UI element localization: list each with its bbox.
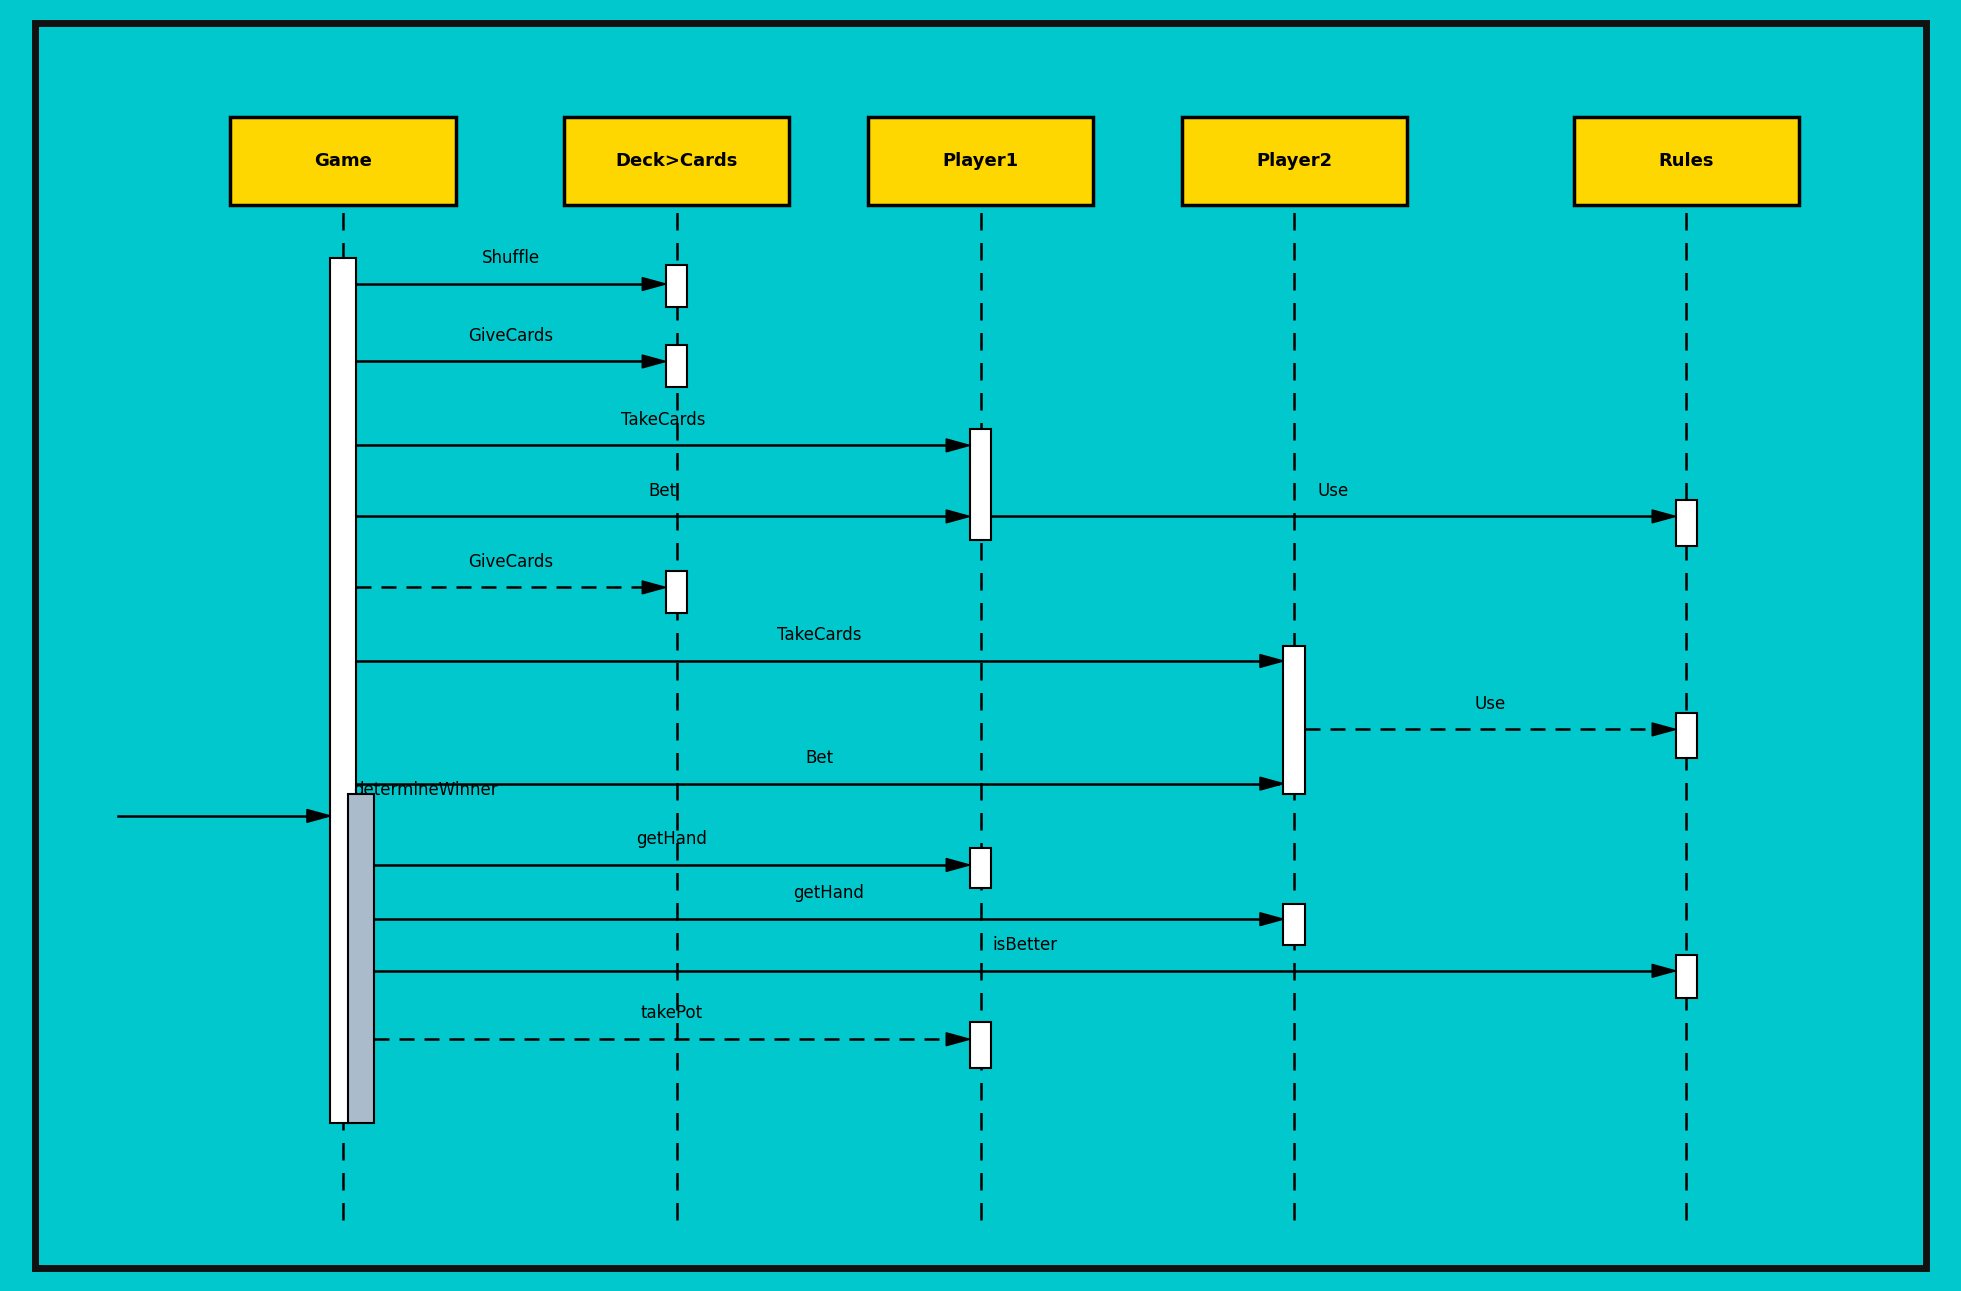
Text: Bet: Bet xyxy=(806,749,833,767)
Text: Player2: Player2 xyxy=(1257,152,1332,170)
Polygon shape xyxy=(643,581,665,594)
Text: takePot: takePot xyxy=(641,1004,702,1022)
Text: Deck>Cards: Deck>Cards xyxy=(616,152,737,170)
Polygon shape xyxy=(643,355,665,368)
Bar xyxy=(1675,713,1698,758)
Text: getHand: getHand xyxy=(792,884,865,902)
Bar xyxy=(1675,955,1698,998)
Polygon shape xyxy=(643,278,665,290)
Text: Bet: Bet xyxy=(649,482,677,500)
Text: isBetter: isBetter xyxy=(992,936,1057,954)
Polygon shape xyxy=(1261,777,1284,790)
Bar xyxy=(971,429,992,540)
Bar xyxy=(665,571,686,613)
Bar xyxy=(971,848,992,888)
Text: GiveCards: GiveCards xyxy=(469,327,553,345)
Bar xyxy=(1573,117,1798,205)
Text: Shuffle: Shuffle xyxy=(482,249,539,267)
Polygon shape xyxy=(947,439,971,452)
Text: Player1: Player1 xyxy=(943,152,1018,170)
Bar xyxy=(1181,117,1408,205)
Bar xyxy=(349,794,375,1123)
Polygon shape xyxy=(306,809,329,822)
Bar xyxy=(665,265,686,307)
Bar xyxy=(565,117,788,205)
Polygon shape xyxy=(1261,655,1284,667)
Text: Use: Use xyxy=(1318,482,1349,500)
Polygon shape xyxy=(1653,964,1675,977)
Text: TakeCards: TakeCards xyxy=(777,626,863,644)
Bar xyxy=(231,117,455,205)
Bar xyxy=(1675,500,1698,546)
Text: TakeCards: TakeCards xyxy=(620,411,706,429)
Text: getHand: getHand xyxy=(635,830,708,848)
Text: Use: Use xyxy=(1475,695,1506,713)
Bar xyxy=(665,345,686,387)
Bar xyxy=(1284,904,1306,945)
Text: Rules: Rules xyxy=(1659,152,1714,170)
Text: determineWinner: determineWinner xyxy=(353,781,498,799)
Bar xyxy=(1284,646,1306,794)
Polygon shape xyxy=(947,1033,971,1046)
Bar xyxy=(329,258,357,1123)
Polygon shape xyxy=(947,859,971,871)
Bar xyxy=(869,117,1094,205)
Polygon shape xyxy=(947,510,971,523)
Polygon shape xyxy=(1653,510,1675,523)
Polygon shape xyxy=(1653,723,1675,736)
Text: Game: Game xyxy=(314,152,373,170)
Bar xyxy=(971,1022,992,1068)
Text: GiveCards: GiveCards xyxy=(469,553,553,571)
Polygon shape xyxy=(1261,913,1284,926)
